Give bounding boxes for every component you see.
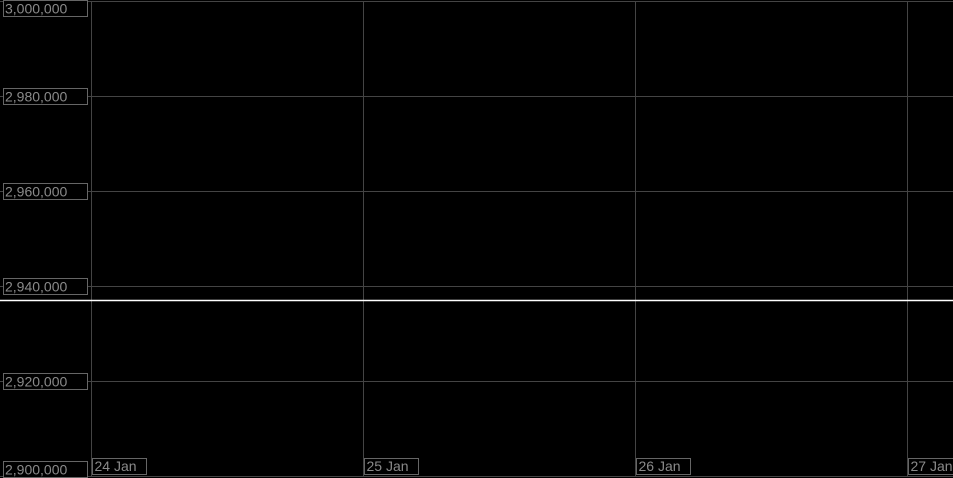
y-tick-label: 2,980,000 xyxy=(5,89,67,105)
y-tick-label-box xyxy=(3,278,88,295)
x-tick-label-box xyxy=(908,458,953,475)
y-tick-label: 2,920,000 xyxy=(5,374,67,390)
tick-labels: 3,000,000 2,980,000 2,960,000 2,940,000 2,92… xyxy=(3,0,953,478)
y-tick-label-box xyxy=(3,183,88,200)
x-tick-label: 25 Jan xyxy=(367,458,409,474)
y-tick-label-box xyxy=(3,0,88,17)
y-tick-label-box xyxy=(3,373,88,390)
x-tick-label: 26 Jan xyxy=(639,458,681,474)
plot-frame xyxy=(91,1,953,477)
x-tick-label: 24 Jan xyxy=(95,458,137,474)
x-tick-label: 27 Jan xyxy=(911,458,953,474)
y-tick-label-box xyxy=(3,88,88,105)
x-tick-label-box xyxy=(92,458,147,475)
x-tick-label-box xyxy=(364,458,419,475)
y-tick-label: 2,940,000 xyxy=(5,279,67,295)
y-tick-label: 2,960,000 xyxy=(5,184,67,200)
x-tick-label-box xyxy=(636,458,691,475)
y-tick-label: 3,000,000 xyxy=(5,1,67,17)
y-tick-label: 2,900,000 xyxy=(5,462,67,478)
